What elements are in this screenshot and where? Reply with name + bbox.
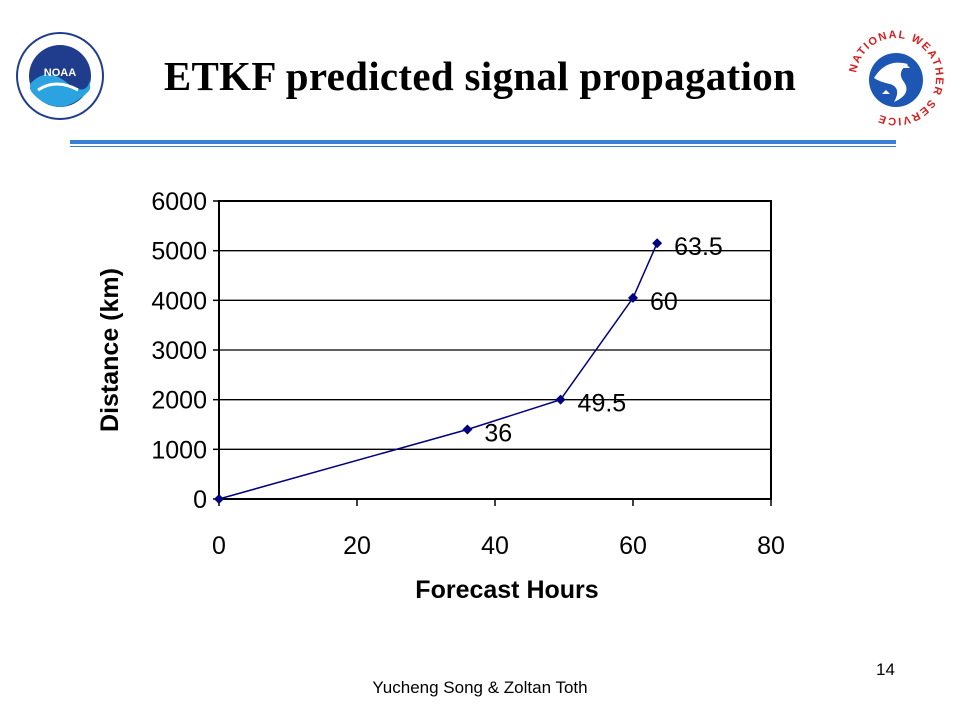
x-tick-label: 0: [212, 532, 226, 560]
x-tick-label: 60: [619, 532, 647, 560]
data-label: 60: [650, 288, 678, 316]
y-tick-label: 4000: [151, 287, 207, 315]
title-divider: [70, 140, 896, 144]
noaa-logo-text: NOAA: [44, 67, 76, 79]
y-tick-label: 0: [193, 486, 207, 514]
y-axis-label: Distance (km): [96, 268, 124, 432]
data-label: 49.5: [578, 390, 627, 418]
data-point: [555, 394, 566, 405]
slide-title: ETKF predicted signal propagation: [163, 53, 797, 99]
y-tick-label: 5000: [151, 238, 207, 266]
y-tick-label: 1000: [151, 436, 207, 464]
data-point: [214, 494, 224, 504]
series-line: [218, 242, 658, 500]
x-tick-label: 20: [343, 532, 371, 560]
data-point: [462, 424, 473, 435]
footer-authors: Yucheng Song & Zoltan Toth: [372, 678, 588, 697]
y-tick-label: 3000: [151, 337, 207, 365]
data-label: 63.5: [674, 233, 723, 261]
data-point: [652, 238, 663, 249]
national-weather-service-logo-icon: NATIONAL WEATHER SERVICE: [847, 29, 943, 127]
x-tick-label: 80: [757, 532, 785, 560]
x-axis-label: Forecast Hours: [415, 576, 598, 604]
noaa-logo-icon: NOAA: [16, 32, 104, 120]
page-number: 14: [876, 660, 895, 679]
data-label: 36: [484, 419, 512, 447]
y-tick-label: 2000: [151, 387, 207, 415]
data-point: [628, 292, 638, 303]
x-tick-label: 40: [481, 532, 509, 560]
y-tick-label: 6000: [151, 188, 207, 216]
title-divider-thin: [70, 146, 896, 147]
